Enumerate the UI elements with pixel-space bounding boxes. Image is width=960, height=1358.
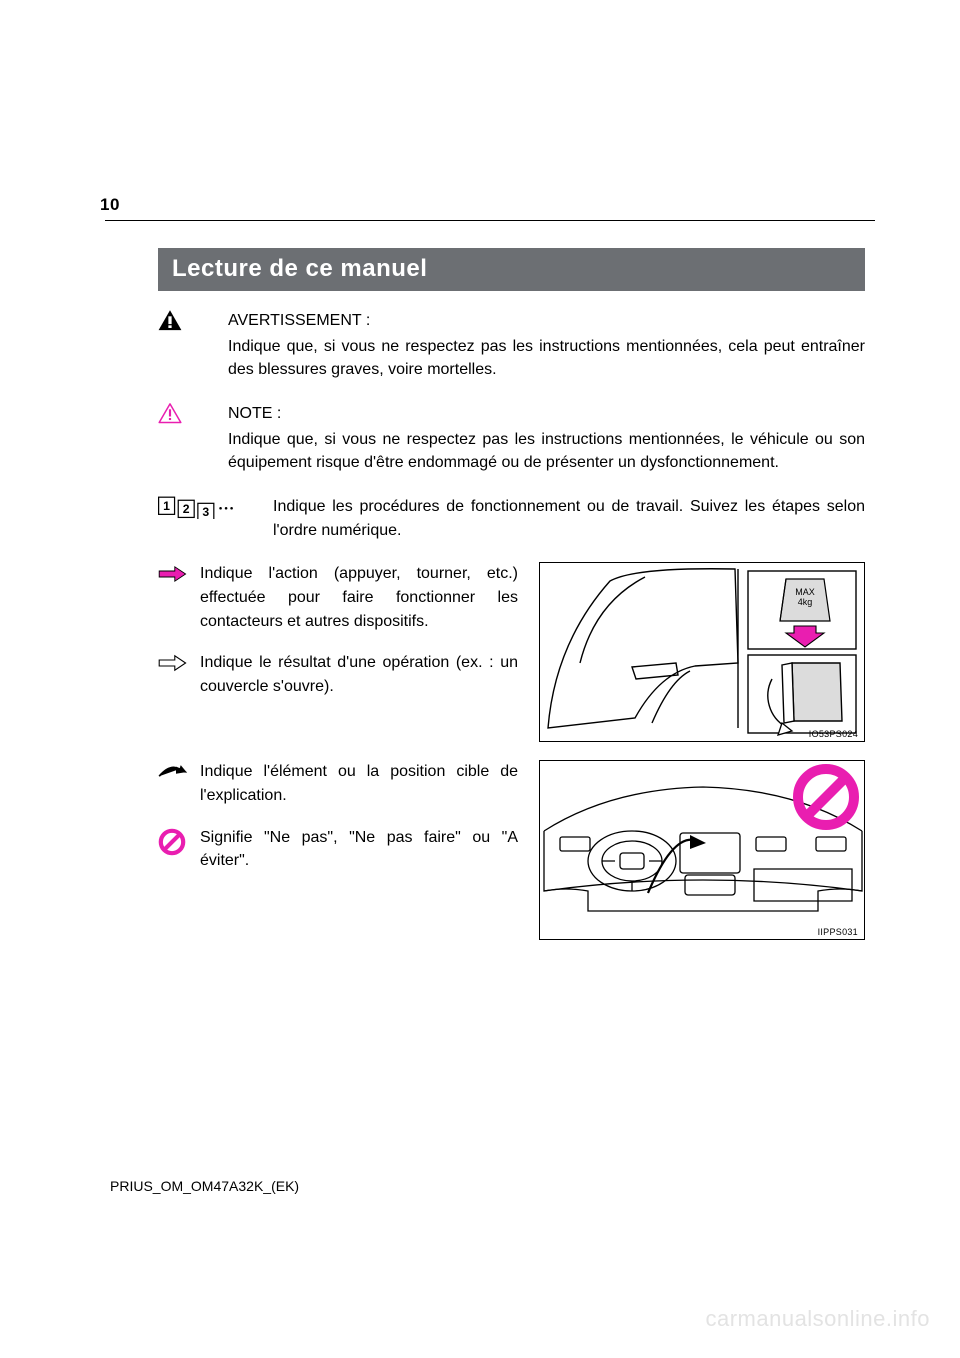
illustration-1-svg: MAX 4kg	[540, 563, 866, 743]
svg-text:3: 3	[202, 505, 209, 519]
svg-text:4kg: 4kg	[798, 597, 813, 607]
footer-doc-code: PRIUS_OM_OM47A32K_(EK)	[110, 1178, 299, 1194]
legend-row-actions: Indique l'action (appuyer, tourner, etc.…	[158, 562, 865, 742]
arrow-result-icon	[158, 653, 188, 673]
legend-text: Indique les procédures de fonctionnement…	[273, 495, 865, 542]
icon-col	[158, 826, 200, 861]
legend-text: AVERTISSEMENT : Indique que, si vous ne …	[228, 309, 865, 382]
legend-text: NOTE : Indique que, si vous ne respectez…	[228, 402, 865, 475]
legend-row-illus: MAX 4kg	[539, 562, 865, 742]
icon-col	[158, 760, 200, 787]
legend-item-action: Indique l'action (appuyer, tourner, etc.…	[158, 562, 518, 633]
arrow-action-icon	[158, 564, 188, 584]
prohibit-body: Signifie "Ne pas", "Ne pas faire" ou "A …	[200, 826, 518, 873]
legend-item-steps: 1 2 3 Indique les procédures de fonction…	[158, 495, 865, 542]
result-body: Indique le résultat d'une opération (ex.…	[200, 651, 518, 698]
note-body: Indique que, si vous ne respectez pas le…	[228, 428, 865, 475]
icon-col: 1 2 3	[158, 495, 273, 519]
action-body: Indique l'action (appuyer, tourner, etc.…	[200, 562, 518, 633]
illustration-1: MAX 4kg	[539, 562, 865, 742]
icon-col	[158, 562, 200, 589]
legend-row-text: Indique l'élément ou la position cible d…	[158, 760, 518, 891]
illustration-2: IIPPS031	[539, 760, 865, 940]
icon-col	[158, 402, 228, 430]
icon-col	[158, 651, 200, 678]
legend-item-result: Indique le résultat d'une opération (ex.…	[158, 651, 518, 698]
section-title-bar: Lecture de ce manuel	[158, 248, 865, 291]
svg-text:2: 2	[183, 502, 190, 516]
legend-item-warning: AVERTISSEMENT : Indique que, si vous ne …	[158, 309, 865, 382]
illustration-1-caption: IO53PS024	[809, 729, 858, 739]
svg-text:MAX: MAX	[795, 587, 815, 597]
manual-page: 10 Lecture de ce manuel AVERTISSEMENT : …	[0, 0, 960, 1358]
steps-body: Indique les procédures de fonctionnement…	[273, 495, 865, 542]
header-rule	[105, 220, 875, 221]
legend-list: AVERTISSEMENT : Indique que, si vous ne …	[158, 309, 865, 940]
svg-text:1: 1	[163, 499, 170, 513]
illustration-2-caption: IIPPS031	[818, 927, 858, 937]
legend-row-target: Indique l'élément ou la position cible d…	[158, 760, 865, 940]
legend-item-prohibit: Signifie "Ne pas", "Ne pas faire" ou "A …	[158, 826, 518, 873]
watermark: carmanualsonline.info	[705, 1306, 930, 1332]
section-title: Lecture de ce manuel	[172, 255, 427, 282]
prohibit-icon	[158, 828, 186, 856]
steps-icon: 1 2 3	[158, 495, 250, 519]
arrow-target-icon	[158, 762, 188, 782]
content-area: Lecture de ce manuel AVERTISSEMENT : Ind…	[158, 248, 865, 940]
legend-row-text: Indique l'action (appuyer, tourner, etc.…	[158, 562, 518, 716]
note-icon	[158, 402, 182, 425]
warning-icon	[158, 309, 182, 332]
warning-label: AVERTISSEMENT :	[228, 309, 865, 333]
legend-item-target: Indique l'élément ou la position cible d…	[158, 760, 518, 807]
legend-row-illus: IIPPS031	[539, 760, 865, 940]
target-body: Indique l'élément ou la position cible d…	[200, 760, 518, 807]
warning-body: Indique que, si vous ne respectez pas le…	[228, 335, 865, 382]
note-label: NOTE :	[228, 402, 865, 426]
legend-item-note: NOTE : Indique que, si vous ne respectez…	[158, 402, 865, 475]
icon-col	[158, 309, 228, 337]
page-number: 10	[100, 195, 120, 215]
illustration-2-svg	[540, 761, 866, 941]
